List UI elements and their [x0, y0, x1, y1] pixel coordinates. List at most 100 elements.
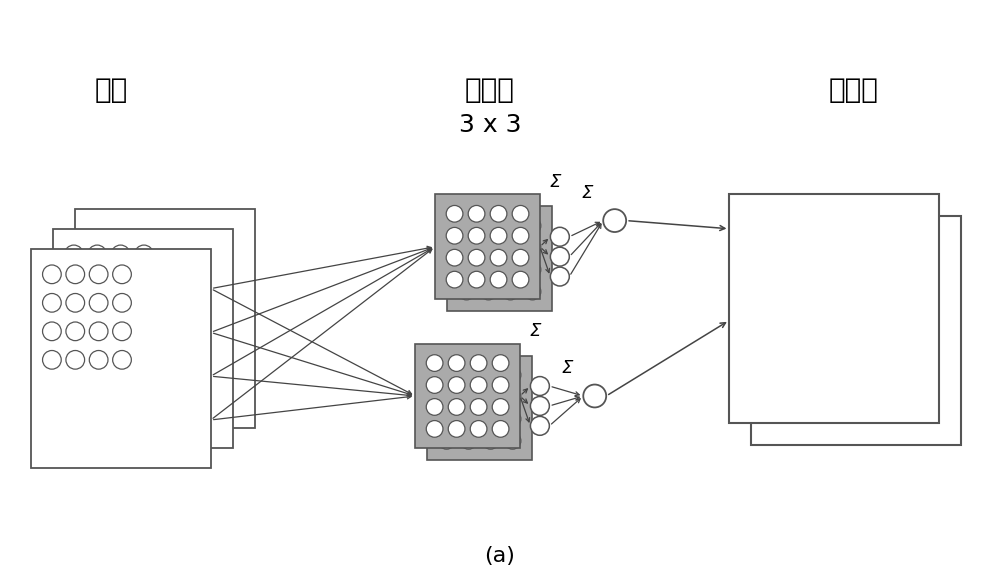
Circle shape — [446, 206, 463, 222]
Circle shape — [64, 245, 83, 263]
Circle shape — [64, 302, 83, 321]
Circle shape — [482, 433, 499, 449]
Circle shape — [502, 217, 519, 234]
Circle shape — [504, 389, 521, 405]
Circle shape — [66, 322, 85, 340]
Circle shape — [482, 411, 499, 427]
Circle shape — [470, 355, 487, 371]
Circle shape — [480, 239, 497, 256]
Circle shape — [438, 367, 455, 383]
Circle shape — [512, 272, 529, 288]
Circle shape — [111, 302, 130, 321]
Bar — [415, 344, 520, 448]
Circle shape — [113, 322, 131, 340]
Text: 卷积核: 卷积核 — [465, 76, 515, 104]
Circle shape — [135, 245, 153, 263]
Circle shape — [88, 274, 107, 292]
Circle shape — [448, 420, 465, 437]
Circle shape — [460, 389, 477, 405]
Circle shape — [502, 283, 519, 300]
Circle shape — [470, 420, 487, 437]
Circle shape — [43, 265, 61, 284]
Circle shape — [426, 398, 443, 415]
Circle shape — [426, 377, 443, 393]
Circle shape — [468, 250, 485, 266]
Circle shape — [470, 398, 487, 415]
Circle shape — [550, 247, 569, 266]
Bar — [751, 217, 961, 445]
Circle shape — [43, 350, 61, 369]
Circle shape — [111, 331, 130, 349]
Bar — [447, 206, 552, 311]
Circle shape — [66, 265, 85, 284]
Circle shape — [458, 217, 475, 234]
Circle shape — [530, 397, 549, 415]
Circle shape — [88, 245, 107, 263]
Circle shape — [512, 228, 529, 244]
Circle shape — [460, 411, 477, 427]
Circle shape — [88, 302, 107, 321]
Circle shape — [524, 261, 541, 278]
Circle shape — [470, 377, 487, 393]
Circle shape — [448, 355, 465, 371]
Circle shape — [530, 376, 549, 395]
Circle shape — [89, 350, 108, 369]
Bar — [75, 210, 255, 428]
Circle shape — [438, 389, 455, 405]
Circle shape — [504, 411, 521, 427]
Circle shape — [490, 250, 507, 266]
Circle shape — [482, 367, 499, 383]
Text: Σ: Σ — [562, 359, 573, 377]
Circle shape — [504, 367, 521, 383]
Circle shape — [89, 322, 108, 340]
Circle shape — [426, 355, 443, 371]
Circle shape — [135, 302, 153, 321]
Text: Σ: Σ — [529, 322, 541, 340]
Circle shape — [550, 267, 569, 286]
Bar — [31, 249, 211, 468]
Text: 特征图: 特征图 — [829, 76, 879, 104]
Circle shape — [482, 389, 499, 405]
Circle shape — [446, 228, 463, 244]
Circle shape — [458, 239, 475, 256]
Bar — [427, 356, 532, 460]
Circle shape — [512, 250, 529, 266]
Circle shape — [111, 245, 130, 263]
Circle shape — [468, 228, 485, 244]
Circle shape — [490, 272, 507, 288]
Circle shape — [89, 265, 108, 284]
Text: 输入: 输入 — [94, 76, 128, 104]
Circle shape — [512, 206, 529, 222]
Circle shape — [113, 294, 131, 312]
Circle shape — [468, 206, 485, 222]
Bar — [729, 195, 939, 423]
Circle shape — [530, 416, 549, 435]
Circle shape — [492, 377, 509, 393]
Circle shape — [502, 239, 519, 256]
Circle shape — [458, 283, 475, 300]
Circle shape — [603, 209, 626, 232]
Circle shape — [66, 350, 85, 369]
Circle shape — [583, 384, 606, 408]
Circle shape — [492, 398, 509, 415]
Circle shape — [490, 228, 507, 244]
Circle shape — [504, 433, 521, 449]
Circle shape — [113, 265, 131, 284]
Circle shape — [524, 217, 541, 234]
Circle shape — [43, 322, 61, 340]
Circle shape — [64, 331, 83, 349]
Text: Σ: Σ — [549, 173, 561, 190]
Circle shape — [448, 398, 465, 415]
Circle shape — [502, 261, 519, 278]
Circle shape — [458, 261, 475, 278]
Text: Σ: Σ — [582, 184, 593, 201]
Circle shape — [64, 274, 83, 292]
Bar — [435, 195, 540, 299]
Circle shape — [480, 283, 497, 300]
Text: (a): (a) — [485, 546, 515, 566]
Circle shape — [111, 274, 130, 292]
Circle shape — [492, 355, 509, 371]
Bar — [53, 229, 233, 448]
Circle shape — [448, 377, 465, 393]
Circle shape — [468, 272, 485, 288]
